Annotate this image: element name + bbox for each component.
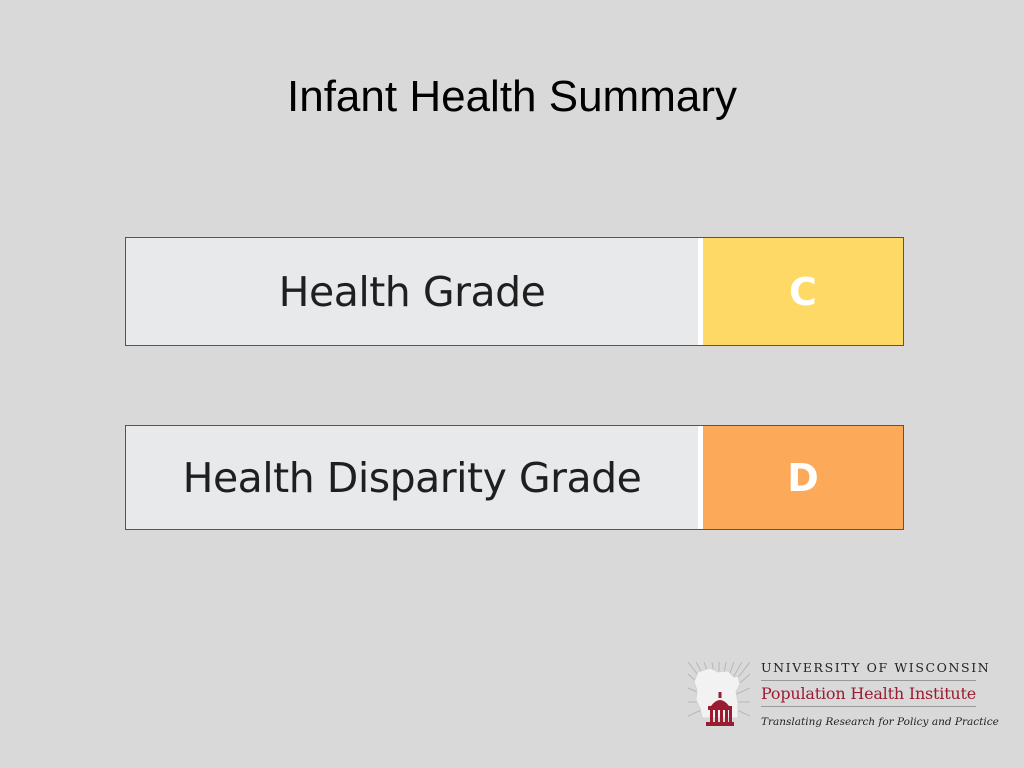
health-disparity-grade-value: D bbox=[703, 426, 903, 529]
health-disparity-grade-box: Health Disparity Grade D bbox=[125, 425, 904, 530]
health-grade-label: Health Grade bbox=[278, 267, 546, 316]
institute-tagline: Translating Research for Policy and Prac… bbox=[761, 716, 999, 728]
logo-divider bbox=[761, 706, 976, 707]
grade-divider bbox=[698, 426, 703, 529]
logo-divider bbox=[761, 680, 976, 681]
uw-population-health-institute-logo: UNIVERSITY OF WISCONSIN Population Healt… bbox=[688, 660, 999, 734]
university-name: UNIVERSITY OF WISCONSIN bbox=[761, 660, 991, 675]
health-disparity-grade-label: Health Disparity Grade bbox=[182, 453, 642, 502]
health-grade-value: C bbox=[703, 238, 903, 345]
grade-divider bbox=[698, 238, 703, 345]
slide-title: Infant Health Summary bbox=[287, 72, 737, 121]
health-grade-box: Health Grade C bbox=[125, 237, 904, 346]
wisconsin-capitol-icon bbox=[688, 662, 750, 726]
institute-name: Population Health Institute bbox=[761, 684, 977, 703]
